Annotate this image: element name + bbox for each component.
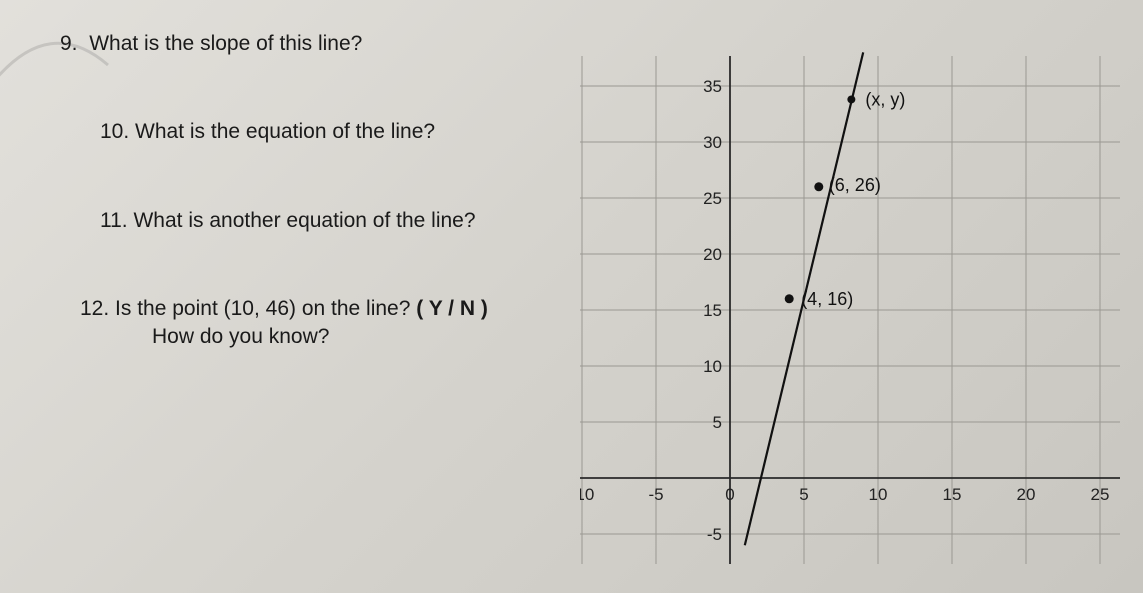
svg-text:30: 30 <box>703 133 722 152</box>
line-chart: -10 -5 0 5 10 15 20 25 -5 5 10 15 20 25 30 35 (4, 16) (6,… <box>580 0 1140 593</box>
svg-text:0: 0 <box>725 485 734 504</box>
svg-text:(6, 26): (6, 26) <box>829 175 881 195</box>
q10-number: 10. <box>100 120 129 143</box>
svg-text:35: 35 <box>703 77 722 96</box>
q12-number: 12. <box>80 297 109 320</box>
q12-sub: How do you know? <box>80 323 580 351</box>
svg-text:10: 10 <box>703 357 722 376</box>
q12-yn: ( Y / N ) <box>416 297 488 320</box>
questions-block: 9. What is the slope of this line? 10. W… <box>60 20 580 412</box>
svg-text:10: 10 <box>869 485 888 504</box>
svg-text:15: 15 <box>943 485 962 504</box>
q9-number: 9. <box>60 32 78 55</box>
svg-text:(4, 16): (4, 16) <box>801 289 853 309</box>
worksheet-page: 9. What is the slope of this line? 10. W… <box>0 0 1143 593</box>
svg-text:(x, y): (x, y) <box>865 89 905 109</box>
question-9: 9. What is the slope of this line? <box>60 30 580 58</box>
svg-text:20: 20 <box>1017 485 1036 504</box>
q9-text: What is the slope of this line? <box>89 32 362 55</box>
q11-number: 11. <box>100 209 128 232</box>
svg-text:20: 20 <box>703 245 722 264</box>
svg-text:-5: -5 <box>648 485 663 504</box>
q11-text: What is another equation of the line? <box>133 209 475 232</box>
chart-svg: -10 -5 0 5 10 15 20 25 -5 5 10 15 20 25 30 35 (4, 16) (6,… <box>580 0 1140 593</box>
svg-text:25: 25 <box>703 189 722 208</box>
question-12: 12. Is the point (10, 46) on the line? (… <box>60 295 580 352</box>
q12-text: Is the point (10, 46) on the line? <box>115 297 416 320</box>
svg-text:15: 15 <box>703 301 722 320</box>
svg-text:-10: -10 <box>580 485 594 504</box>
svg-text:5: 5 <box>713 413 722 432</box>
svg-text:-5: -5 <box>707 525 722 544</box>
q10-text: What is the equation of the line? <box>135 120 435 143</box>
svg-text:25: 25 <box>1091 485 1110 504</box>
svg-text:5: 5 <box>799 485 808 504</box>
question-11: 11. What is another equation of the line… <box>60 207 580 235</box>
question-10: 10. What is the equation of the line? <box>60 118 580 146</box>
